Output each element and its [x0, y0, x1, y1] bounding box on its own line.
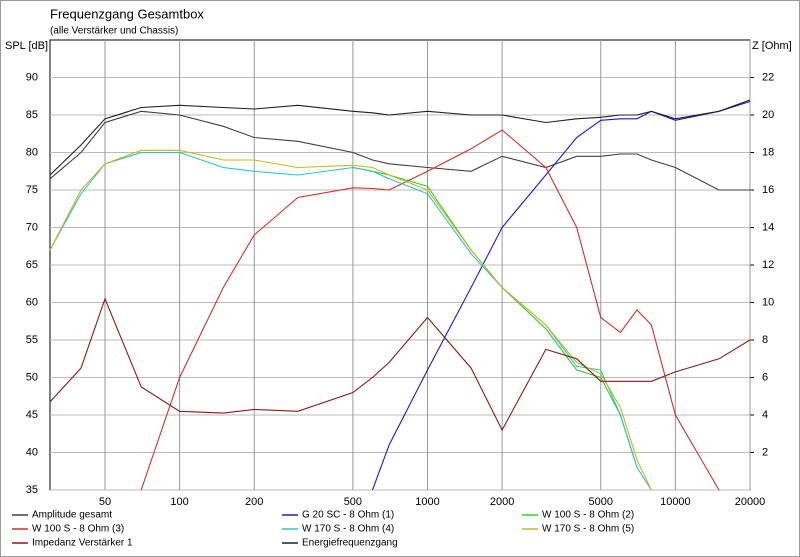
- series-line: [49, 110, 750, 191]
- series-line: [49, 149, 652, 491]
- y-tick-label: 80: [26, 146, 38, 158]
- series-line: [371, 100, 751, 491]
- legend-label: W 170 S - 8 Ohm (4): [302, 524, 394, 535]
- y-tick-label: 65: [26, 259, 38, 271]
- legend-label: Energiefrequenzgang: [302, 538, 398, 549]
- y2-tick-label: 6: [762, 371, 768, 383]
- y-tick-label: 35: [26, 484, 38, 496]
- legend-label: W 100 S - 8 Ohm (2): [542, 510, 634, 521]
- legend-label: Impedanz Verstärker 1: [32, 538, 133, 549]
- y2-tick-label: 18: [762, 146, 774, 158]
- series-line: [49, 151, 652, 491]
- y-tick-label: 45: [26, 409, 38, 421]
- legend-label: Amplitude gesamt: [32, 510, 112, 521]
- chart-subtitle: (alle Verstärker und Chassis): [50, 26, 178, 37]
- y-tick-label: 55: [26, 334, 38, 346]
- y2-tick-label: 8: [762, 334, 768, 346]
- x-tick-label: 500: [344, 496, 362, 508]
- legend-label: W 100 S - 8 Ohm (3): [32, 524, 124, 535]
- y-tick-label: 50: [26, 371, 38, 383]
- y2-tick-label: 12: [762, 259, 774, 271]
- y2-tick-label: 20: [762, 109, 774, 121]
- y-axis-label: SPL [dB]: [5, 40, 48, 52]
- series-line: [140, 129, 720, 491]
- y-tick-label: 60: [26, 296, 38, 308]
- x-tick-label: 20000: [735, 496, 766, 508]
- x-tick-label: 2000: [490, 496, 514, 508]
- x-tick-label: 5000: [589, 496, 613, 508]
- y2-tick-label: 2: [762, 446, 768, 458]
- y2-tick-label: 16: [762, 184, 774, 196]
- series-line: [49, 297, 751, 432]
- chart-title: Frequenzgang Gesamtbox: [50, 6, 204, 21]
- y2-tick-label: 22: [762, 71, 774, 83]
- y-tick-label: 75: [26, 184, 38, 196]
- legend-label: W 170 S - 8 Ohm (5): [542, 524, 634, 535]
- x-tick-label: 200: [245, 496, 263, 508]
- y-tick-label: 40: [26, 446, 38, 458]
- y2-tick-label: 14: [762, 221, 774, 233]
- x-tick-label: 10000: [660, 496, 691, 508]
- y2-tick-label: 4: [762, 409, 768, 421]
- y-tick-label: 70: [26, 221, 38, 233]
- y-tick-label: 90: [26, 71, 38, 83]
- y2-tick-label: 10: [762, 296, 774, 308]
- y2-axis-label: Z [Ohm]: [752, 40, 792, 52]
- x-tick-label: 100: [170, 496, 188, 508]
- x-tick-label: 1000: [415, 496, 439, 508]
- x-tick-label: 50: [99, 496, 111, 508]
- y-tick-label: 85: [26, 109, 38, 121]
- legend-label: G 20 SC - 8 Ohm (1): [302, 510, 394, 521]
- series-line: [49, 99, 751, 176]
